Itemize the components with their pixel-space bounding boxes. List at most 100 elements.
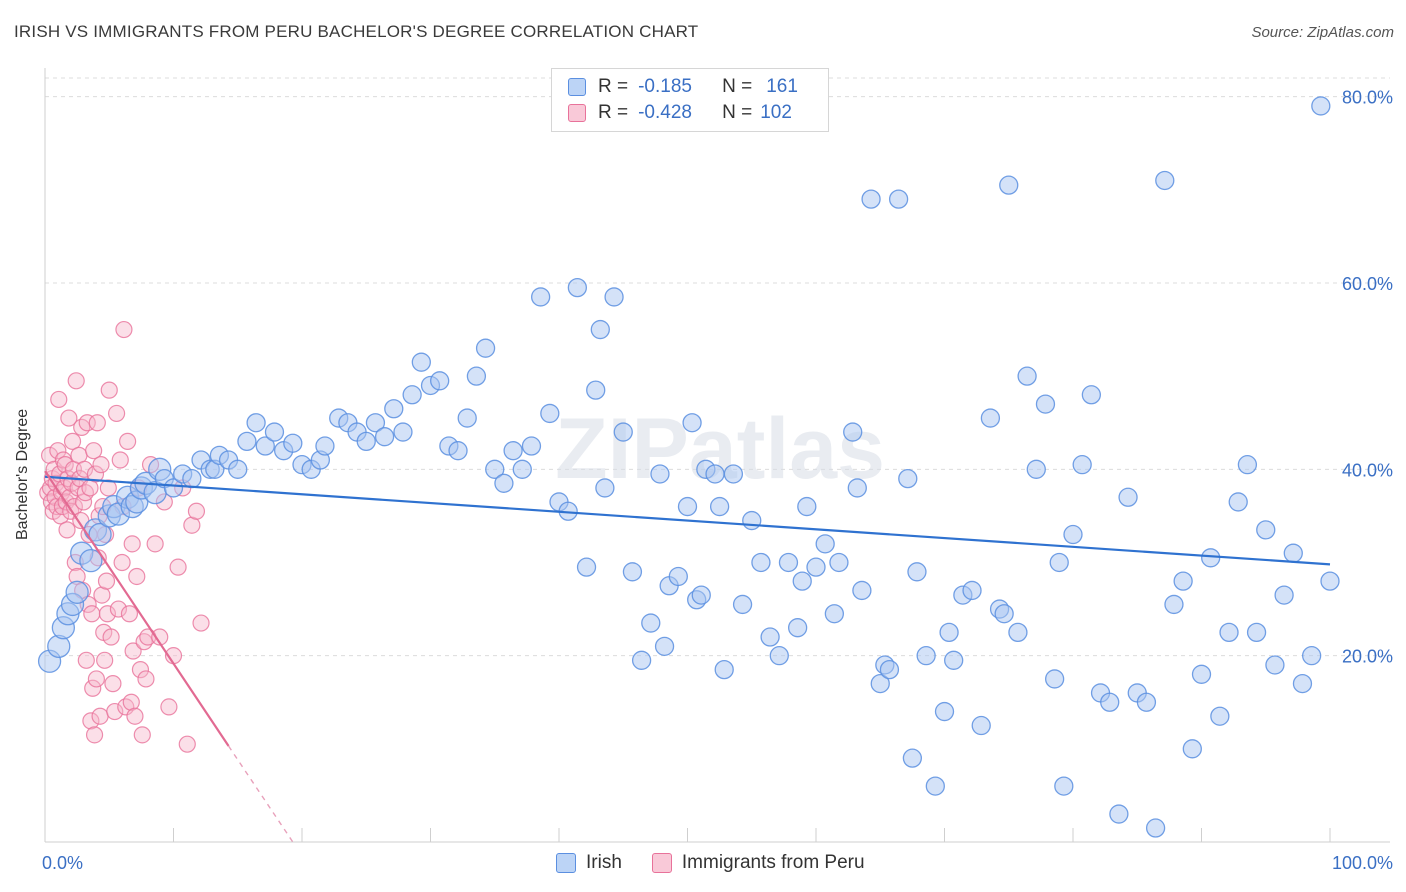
irish-point (787, 618, 808, 638)
irish-point (1292, 673, 1313, 694)
peru-point (97, 572, 116, 590)
peru-point (146, 535, 164, 553)
irish-point (705, 464, 725, 484)
peru-point (119, 432, 137, 450)
irish-point (264, 422, 285, 442)
irish-point (283, 433, 303, 453)
irish-point (641, 613, 661, 633)
irish-point (622, 562, 643, 582)
irish-point (962, 580, 982, 601)
irish-point (79, 548, 103, 573)
irish-point (668, 566, 688, 587)
peru-point (187, 502, 206, 520)
y-tick-label: 60.0% (1342, 274, 1393, 294)
irish-point (925, 776, 945, 796)
peru-point (98, 605, 117, 623)
irish-point (916, 646, 936, 666)
peru-points (39, 320, 210, 753)
peru-point (63, 432, 82, 450)
irish-point (1081, 385, 1102, 405)
irish-point (654, 636, 675, 656)
peru-point (85, 726, 104, 744)
irish-point (1100, 692, 1120, 712)
peru-point (77, 651, 95, 669)
r-label: R = (598, 76, 629, 97)
legend-item-peru[interactable]: Immigrants from Peru (651, 852, 865, 874)
irish-point (475, 338, 496, 358)
peru-point (151, 628, 169, 646)
irish-point (1173, 571, 1193, 591)
irish-point (613, 422, 633, 442)
irish-point (1320, 571, 1340, 591)
peru-point (124, 642, 142, 660)
irish-point (806, 557, 826, 577)
irish-point (1210, 706, 1230, 726)
irish-point (829, 552, 849, 573)
irish-point (1301, 646, 1322, 666)
peru-point (49, 442, 67, 460)
irish-point (384, 399, 404, 419)
irish-point (1283, 543, 1303, 563)
peru-point (111, 451, 129, 469)
irish-point (1219, 622, 1239, 643)
irish-point (939, 622, 959, 643)
irish-point (1008, 622, 1028, 643)
irish-point (778, 552, 799, 573)
irish-point (907, 562, 927, 582)
peru-point (104, 675, 122, 693)
irish-point (182, 468, 202, 489)
irish-point (682, 413, 702, 433)
irish-point (485, 459, 505, 479)
y-axis-label: Bachelor's Degree (14, 408, 31, 540)
irish-points (37, 96, 1340, 838)
irish-point (1136, 692, 1157, 712)
peru-point (87, 670, 106, 688)
irish-point (1311, 96, 1331, 116)
irish-point (714, 659, 734, 680)
legend-item-irish[interactable]: Irish (556, 852, 622, 874)
irish-point (315, 436, 335, 456)
irish-point (1246, 622, 1267, 643)
irish-point (1201, 548, 1221, 568)
irish-point (430, 371, 450, 391)
irish-point (944, 650, 964, 670)
peru-point (169, 558, 187, 576)
irish-point (797, 496, 817, 517)
irish-point (393, 422, 413, 442)
irish-point (1228, 492, 1248, 512)
irish-point (742, 510, 762, 531)
irish-point (1054, 776, 1074, 796)
n-label: N = (722, 76, 753, 97)
peru-point (128, 567, 146, 586)
irish-point (902, 748, 923, 768)
peru-point (192, 614, 210, 632)
peru-point (99, 479, 117, 497)
irish-point (1164, 594, 1184, 615)
peru-point (109, 600, 128, 618)
irish-swatch (556, 853, 576, 873)
r-value: -0.428 (638, 102, 692, 123)
irish-point (1072, 455, 1092, 475)
irish-point (691, 585, 711, 605)
irish-point (1145, 818, 1166, 838)
tick-labels: 20.0% 40.0% 60.0% 80.0% 0.0% 100.0% (42, 88, 1393, 873)
irish-point (402, 385, 422, 405)
peru-point (160, 698, 178, 716)
legend-label: Immigrants from Peru (681, 852, 865, 873)
irish-point (709, 496, 730, 517)
peru-point (100, 381, 118, 399)
irish-point (1237, 455, 1258, 475)
peru-point (178, 735, 196, 753)
irish-point (604, 287, 624, 307)
irish-point (246, 413, 266, 433)
peru-point (83, 605, 101, 623)
irish-point (530, 287, 551, 307)
irish-point (879, 659, 900, 680)
peru-point (91, 707, 109, 725)
peru-point (123, 535, 141, 553)
peru-point (137, 670, 155, 688)
peru-swatch (651, 853, 672, 873)
irish-point (1118, 487, 1138, 507)
irish-point (503, 441, 523, 461)
